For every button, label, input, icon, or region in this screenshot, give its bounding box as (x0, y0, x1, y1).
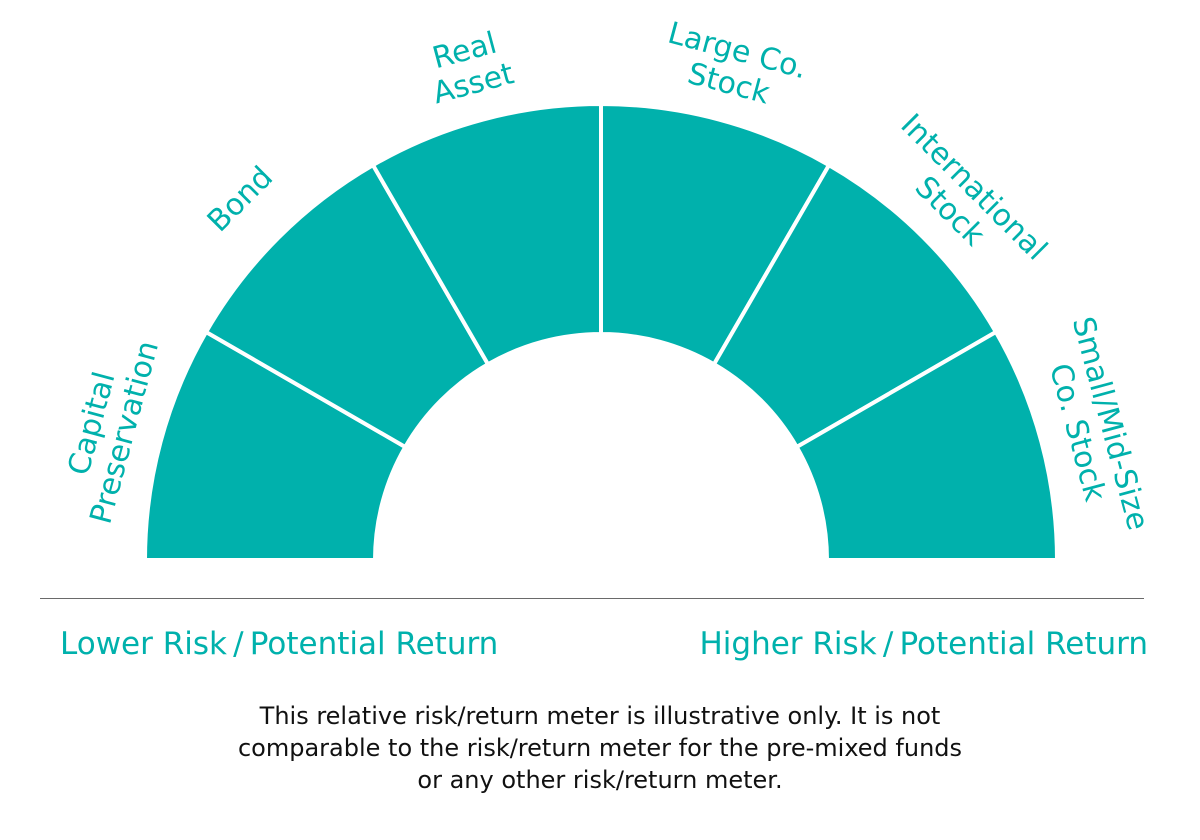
segment-label: Bond (201, 160, 280, 239)
meter-segment (793, 329, 1060, 562)
disclaimer-line: or any other risk/return meter. (417, 766, 783, 794)
disclaimer-text: This relative risk/return meter is illus… (0, 700, 1200, 796)
segment-label-line: Bond (201, 160, 280, 239)
higher-risk-label: Higher Risk / Potential Return (699, 626, 1148, 662)
divider-line (40, 598, 1144, 599)
disclaimer-line: comparable to the risk/return meter for … (237, 734, 963, 762)
segment-label: Large Co.Stock (664, 16, 810, 112)
lower-risk-label: Lower Risk / Potential Return (60, 626, 499, 662)
disclaimer-line: This relative risk/return meter is illus… (259, 702, 941, 730)
